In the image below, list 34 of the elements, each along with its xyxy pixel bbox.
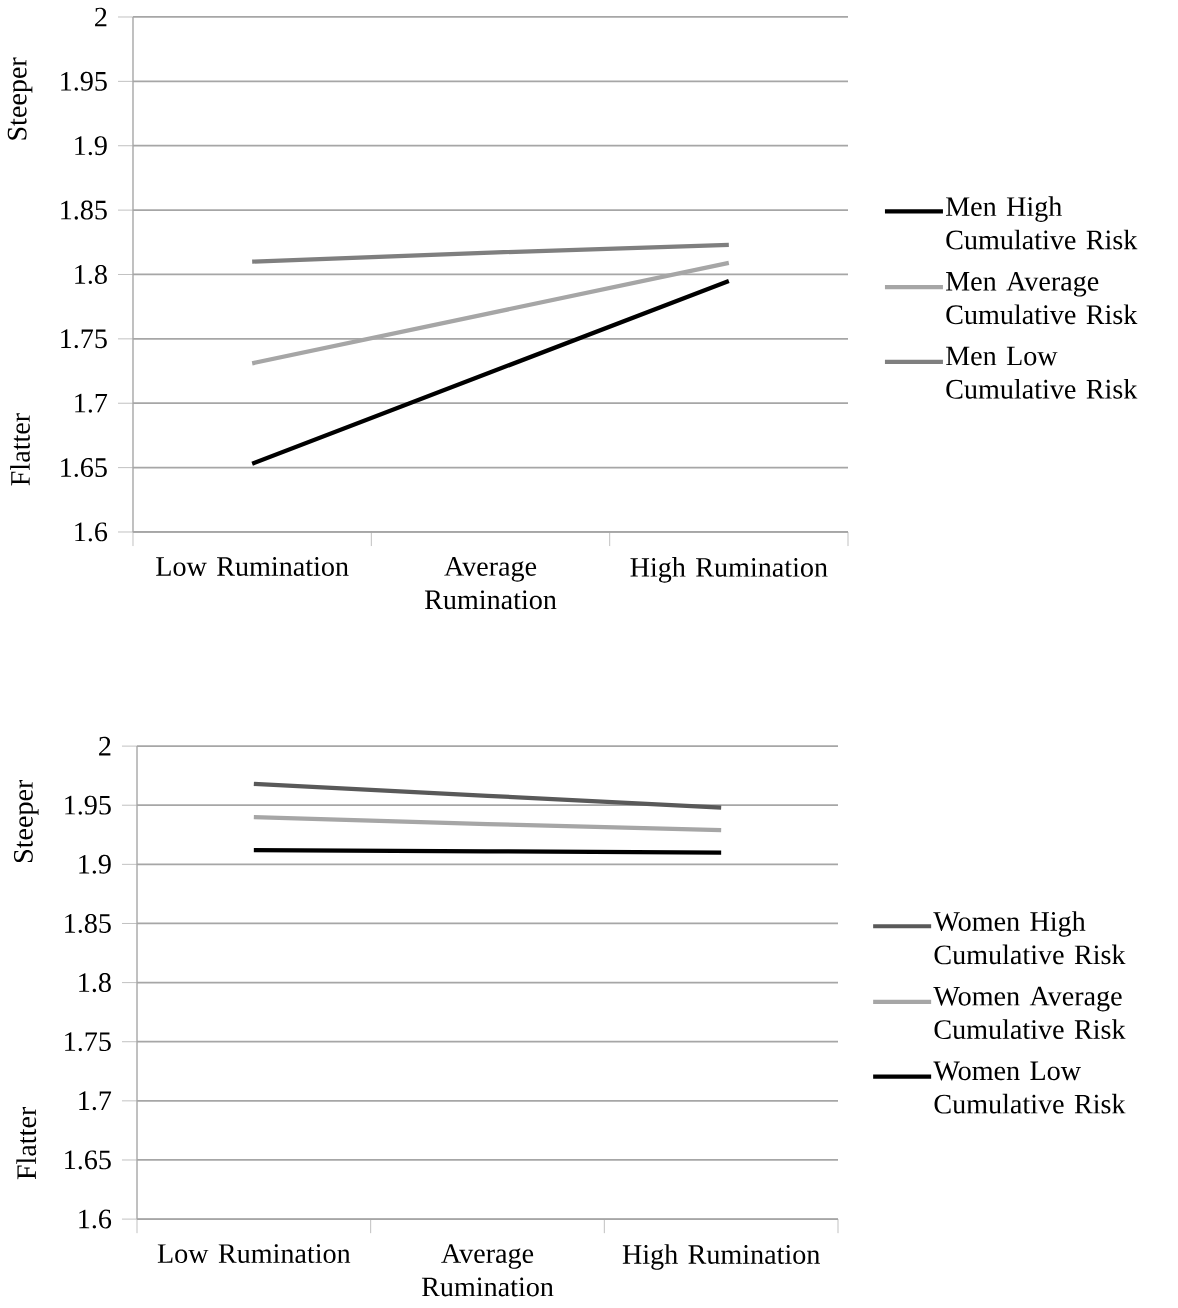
legend-label: Women Average Cumulative Risk <box>933 986 1126 1040</box>
x-tick-label: Low Rumination <box>157 1244 351 1264</box>
x-tick-label: High Rumination <box>622 1244 820 1270</box>
x-tick-label: Average Rumination <box>424 557 557 610</box>
y-tick-label: 1.85 <box>65 913 111 934</box>
y-tick-label: 1.9 <box>79 854 111 874</box>
y-tick-label: 1.95 <box>61 71 107 91</box>
y-tick-label: 1.65 <box>61 458 107 478</box>
text: Steeper <box>7 57 33 140</box>
x-tick-label: Low Rumination <box>156 557 349 576</box>
x-tick-label: High Rumination <box>630 557 828 583</box>
legend-label: Men Low Cumulative Risk <box>946 346 1138 399</box>
y-tick-label: 1.6 <box>79 1209 112 1229</box>
text: Flatter <box>10 413 30 486</box>
text: Flatter <box>16 1106 37 1180</box>
legend-label: Women High Cumulative Risk <box>933 911 1126 965</box>
y-tick-label: 2 <box>95 7 107 27</box>
y-tick-label: 1.75 <box>61 329 107 349</box>
legend-label: Men Average Cumulative Risk <box>946 271 1138 325</box>
y-tick-label: 1.8 <box>79 973 111 993</box>
y-tick-label: 1.7 <box>79 1091 112 1111</box>
y-tick-label: 1.85 <box>61 200 107 220</box>
y-tick-label: 1.6 <box>75 522 108 542</box>
y-tick-label: 1.65 <box>65 1150 111 1170</box>
x-tick-label: Average Rumination <box>421 1244 554 1297</box>
y-tick-label: 1.9 <box>75 136 107 156</box>
y-tick-label: 2 <box>99 736 111 756</box>
text: Steeper <box>13 779 39 863</box>
y-tick-label: 1.95 <box>65 795 111 815</box>
y-tick-label: 1.75 <box>65 1032 111 1052</box>
legend-label: Women Low Cumulative Risk <box>933 1061 1126 1114</box>
y-tick-label: 1.8 <box>75 264 107 285</box>
legend-label: Men High Cumulative Risk <box>946 196 1138 250</box>
y-tick-label: 1.7 <box>75 393 108 413</box>
